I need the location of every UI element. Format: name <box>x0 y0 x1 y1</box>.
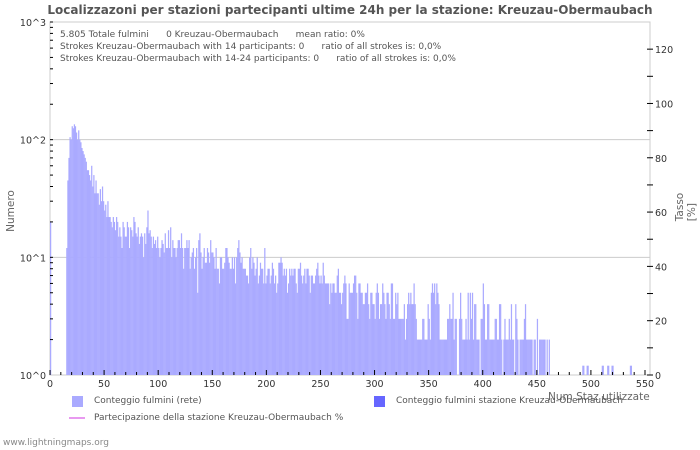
svg-text:300: 300 <box>365 379 383 390</box>
svg-text:100: 100 <box>655 99 673 110</box>
legend-swatch-station <box>374 396 385 407</box>
x-axis-title: Num Staz utilizzate <box>548 391 650 403</box>
svg-text:10^3: 10^3 <box>20 18 46 29</box>
svg-text:80: 80 <box>655 154 667 165</box>
svg-text:0: 0 <box>47 379 53 390</box>
legend-participation: Partecipazione della stazione Kreuzau-Ob… <box>94 413 344 423</box>
svg-text:10^0: 10^0 <box>20 371 46 382</box>
y-axis-right-title: Tasso [%] <box>674 192 699 222</box>
legend-network: Conteggio fulmini (rete) <box>94 396 202 406</box>
svg-text:60: 60 <box>655 208 667 219</box>
legend-swatch-network <box>72 396 83 407</box>
svg-text:120: 120 <box>655 45 673 56</box>
svg-text:100: 100 <box>149 379 167 390</box>
svg-text:500: 500 <box>582 379 600 390</box>
svg-text:150: 150 <box>203 379 221 390</box>
y-axis-title: Numero <box>4 190 17 232</box>
svg-text:450: 450 <box>528 379 546 390</box>
svg-text:20: 20 <box>655 317 667 328</box>
svg-text:400: 400 <box>474 379 492 390</box>
svg-text:0: 0 <box>655 371 661 382</box>
info-line-2: Strokes Kreuzau-Obermaubach with 14 part… <box>60 42 442 52</box>
svg-text:10^1: 10^1 <box>20 253 46 264</box>
svg-text:50: 50 <box>98 379 110 390</box>
info-line-1: 5.805 Totale fulmini 0 Kreuzau-Obermauba… <box>60 30 365 40</box>
info-line-3: Strokes Kreuzau-Obermaubach with 14-24 p… <box>60 54 456 64</box>
legend-line-participation <box>69 417 85 419</box>
footer-link[interactable]: www.lightningmaps.org <box>3 438 109 448</box>
svg-text:10^2: 10^2 <box>20 136 46 147</box>
svg-text:350: 350 <box>420 379 438 390</box>
svg-text:40: 40 <box>655 262 667 273</box>
svg-text:200: 200 <box>257 379 275 390</box>
legend-station: Conteggio fulmini stazione Kreuzau-Oberm… <box>396 396 623 406</box>
chart-title: Localizzazoni per stazioni partecipanti … <box>47 3 653 17</box>
svg-text:250: 250 <box>311 379 329 390</box>
svg-text:550: 550 <box>636 379 654 390</box>
